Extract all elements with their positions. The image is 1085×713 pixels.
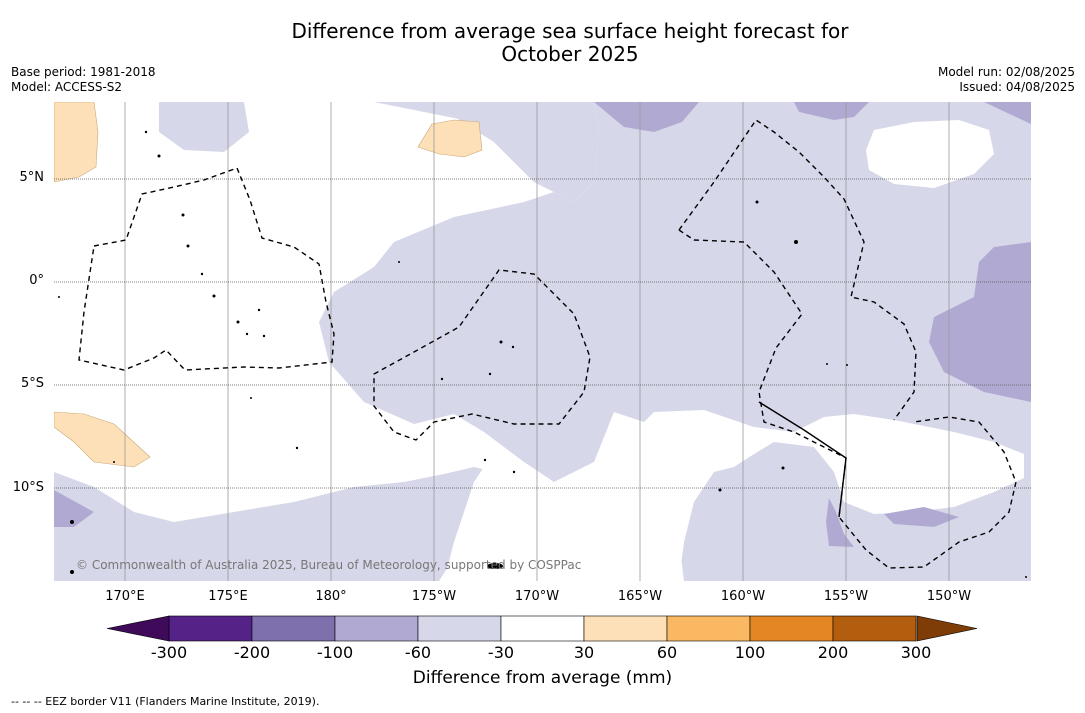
colorbar-tick-label: -60	[404, 643, 432, 662]
anomaly-mid-purple	[54, 102, 1031, 547]
colorbar	[107, 615, 978, 642]
colorbar-cell	[749, 615, 834, 642]
lat-label-0: 0°	[29, 273, 44, 288]
colorbar-tick-label: -200	[233, 643, 271, 662]
colorbar-tick-label: -30	[487, 643, 515, 662]
colorbar-cell	[334, 615, 419, 642]
lon-label-170w: 170°W	[514, 589, 560, 604]
colorbar-cell	[666, 615, 751, 642]
meta-right: Model run: 02/08/2025 Issued: 04/08/2025	[938, 65, 1075, 95]
map-gridlines	[124, 102, 950, 581]
colorbar-left-arrow	[107, 615, 170, 642]
colorbar-cells	[168, 615, 917, 642]
eez-legend-footer: -- -- -- EEZ border V11 (Flanders Marine…	[11, 695, 320, 708]
colorbar-tick-label: 60	[656, 643, 678, 662]
colorbar-cell	[251, 615, 336, 642]
lon-label-150w: 150°W	[926, 589, 972, 604]
eez-solid-segment	[758, 401, 847, 518]
colorbar-right-arrow	[916, 615, 978, 642]
lon-label-165w: 165°W	[617, 589, 663, 604]
title-line-1: Difference from average sea surface heig…	[291, 19, 849, 43]
map-latlines	[54, 178, 1031, 489]
colorbar-tick-label: -100	[316, 643, 354, 662]
colorbar-cell	[500, 615, 585, 642]
lon-label-170e: 170°E	[105, 589, 145, 604]
issued-date: Issued: 04/08/2025	[959, 80, 1075, 94]
colorbar-cell	[417, 615, 502, 642]
lon-label-175w: 175°W	[411, 589, 457, 604]
chart-title: Difference from average sea surface heig…	[200, 20, 940, 66]
colorbar-tick-label: 100	[734, 643, 766, 662]
colorbar-tick-label: 200	[817, 643, 849, 662]
lat-label-10s: 10°S	[12, 480, 44, 495]
eez-borders	[78, 119, 1017, 569]
colorbar-title: Difference from average (mm)	[412, 668, 673, 688]
sea-height-map	[54, 102, 1031, 581]
colorbar-cell	[583, 615, 668, 642]
colorbar-tick-label: 30	[573, 643, 595, 662]
base-period: Base period: 1981-2018	[11, 65, 156, 79]
title-line-2: October 2025	[501, 42, 639, 66]
colorbar-tick-label: -300	[150, 643, 188, 662]
colorbar-cell	[168, 615, 253, 642]
colorbar-tick-label: 300	[900, 643, 932, 662]
lon-label-160w: 160°W	[720, 589, 766, 604]
model-run: Model run: 02/08/2025	[937, 65, 1075, 79]
meta-left: Base period: 1981-2018 Model: ACCESS-S2	[11, 65, 156, 95]
lon-label-175e: 175°E	[208, 589, 248, 604]
colorbar-cell	[832, 615, 917, 642]
lat-label-5s: 5°S	[20, 376, 44, 391]
lon-label-180: 180°	[315, 589, 347, 604]
lon-label-155w: 155°W	[823, 589, 869, 604]
lat-label-5n: 5°N	[19, 170, 45, 185]
anomaly-white-patches	[444, 120, 1024, 581]
copyright-notice: © Commonwealth of Australia 2025, Bureau…	[76, 558, 582, 572]
small-islands	[58, 130, 1027, 578]
model-name: Model: ACCESS-S2	[11, 80, 123, 94]
